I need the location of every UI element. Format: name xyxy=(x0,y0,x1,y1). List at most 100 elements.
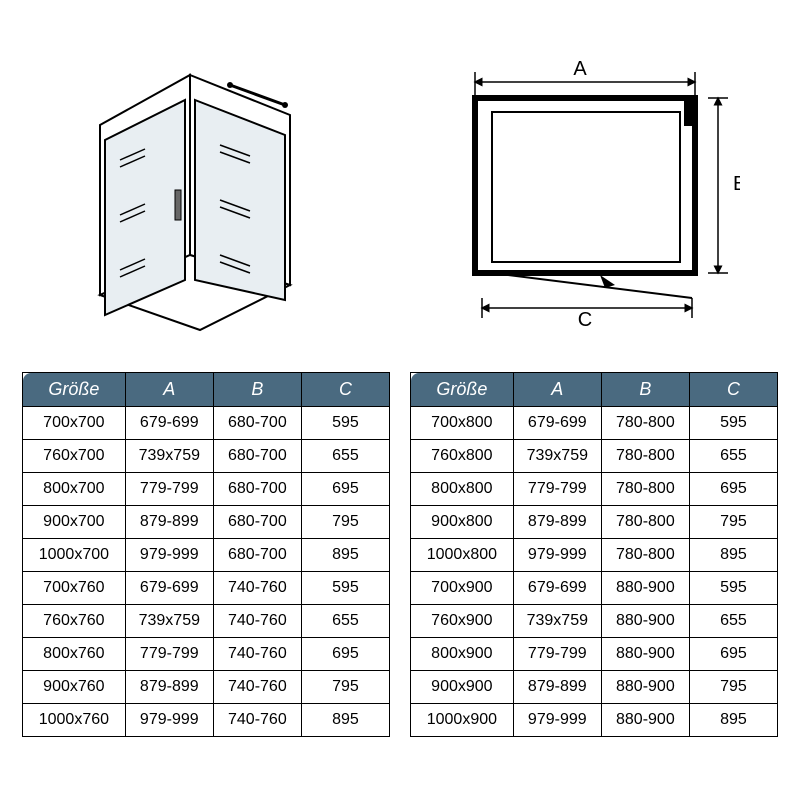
table-cell: 739x759 xyxy=(513,605,601,638)
table-cell: 740-760 xyxy=(213,605,301,638)
table-cell: 680-700 xyxy=(213,506,301,539)
table-cell: 900x800 xyxy=(411,506,514,539)
table-row: 700x700679-699680-700595 xyxy=(23,407,390,440)
table-cell: 779-799 xyxy=(513,638,601,671)
shower-plan-diagram: A B C xyxy=(440,50,740,330)
table-cell: 1000x760 xyxy=(23,704,126,737)
table-cell: 655 xyxy=(301,440,389,473)
table-cell: 595 xyxy=(301,407,389,440)
table-header: Größe A B C xyxy=(23,373,390,407)
table-cell: 880-900 xyxy=(601,671,689,704)
table-cell: 1000x700 xyxy=(23,539,126,572)
table-cell: 779-799 xyxy=(125,473,213,506)
table-cell: 700x800 xyxy=(411,407,514,440)
table-cell: 679-699 xyxy=(513,407,601,440)
table-row: 1000x760979-999740-760895 xyxy=(23,704,390,737)
tables-container: Größe A B C 700x700679-699680-700595760x… xyxy=(22,372,778,737)
table-header: Größe A B C xyxy=(411,373,778,407)
shower-plan-svg: A B C xyxy=(440,50,740,330)
table-row: 700x800679-699780-800595 xyxy=(411,407,778,440)
table-cell: 1000x800 xyxy=(411,539,514,572)
table-cell: 680-700 xyxy=(213,473,301,506)
table-cell: 780-800 xyxy=(601,440,689,473)
table-cell: 800x800 xyxy=(411,473,514,506)
table-cell: 700x760 xyxy=(23,572,126,605)
table-cell: 979-999 xyxy=(125,704,213,737)
table-row: 800x700779-799680-700695 xyxy=(23,473,390,506)
table-cell: 979-999 xyxy=(125,539,213,572)
label-c: C xyxy=(578,309,592,330)
label-b: B xyxy=(733,173,740,195)
table-cell: 700x900 xyxy=(411,572,514,605)
diagram-area: A B C xyxy=(0,30,800,350)
table-cell: 795 xyxy=(301,671,389,704)
table-row: 900x900879-899880-900795 xyxy=(411,671,778,704)
col-header-b: B xyxy=(601,373,689,407)
page: A B C xyxy=(0,0,800,800)
table-cell: 700x700 xyxy=(23,407,126,440)
table-cell: 739x759 xyxy=(125,605,213,638)
table-row: 700x900679-699880-900595 xyxy=(411,572,778,605)
table-cell: 879-899 xyxy=(513,506,601,539)
table-row: 800x900779-799880-900695 xyxy=(411,638,778,671)
table-cell: 740-760 xyxy=(213,638,301,671)
table-cell: 760x700 xyxy=(23,440,126,473)
table-cell: 979-999 xyxy=(513,704,601,737)
table-row: 800x800779-799780-800695 xyxy=(411,473,778,506)
table-cell: 1000x900 xyxy=(411,704,514,737)
table-cell: 780-800 xyxy=(601,506,689,539)
table-row: 900x800879-899780-800795 xyxy=(411,506,778,539)
col-header-a: A xyxy=(513,373,601,407)
table-cell: 880-900 xyxy=(601,638,689,671)
table-cell: 680-700 xyxy=(213,407,301,440)
table-cell: 779-799 xyxy=(513,473,601,506)
table-cell: 760x900 xyxy=(411,605,514,638)
table-cell: 595 xyxy=(301,572,389,605)
label-a: A xyxy=(573,58,587,80)
table-cell: 800x760 xyxy=(23,638,126,671)
table-cell: 879-899 xyxy=(513,671,601,704)
table-cell: 900x900 xyxy=(411,671,514,704)
table-cell: 695 xyxy=(689,638,777,671)
table-cell: 979-999 xyxy=(513,539,601,572)
table-cell: 760x800 xyxy=(411,440,514,473)
table-cell: 880-900 xyxy=(601,704,689,737)
table-cell: 879-899 xyxy=(125,506,213,539)
table-cell: 740-760 xyxy=(213,572,301,605)
shower-3d-diagram xyxy=(60,45,320,335)
table-cell: 680-700 xyxy=(213,440,301,473)
table-cell: 655 xyxy=(689,605,777,638)
table-row: 1000x800979-999780-800895 xyxy=(411,539,778,572)
table-cell: 695 xyxy=(301,638,389,671)
col-header-size: Größe xyxy=(411,373,514,407)
table-cell: 880-900 xyxy=(601,572,689,605)
table-cell: 895 xyxy=(689,704,777,737)
table-cell: 780-800 xyxy=(601,539,689,572)
table-cell: 595 xyxy=(689,572,777,605)
col-header-size: Größe xyxy=(23,373,126,407)
table-row: 760x800739x759780-800655 xyxy=(411,440,778,473)
table-cell: 800x700 xyxy=(23,473,126,506)
table-cell: 680-700 xyxy=(213,539,301,572)
table-cell: 739x759 xyxy=(125,440,213,473)
table-cell: 895 xyxy=(689,539,777,572)
col-header-a: A xyxy=(125,373,213,407)
table-cell: 895 xyxy=(301,539,389,572)
table-cell: 780-800 xyxy=(601,473,689,506)
table-row: 900x760879-899740-760795 xyxy=(23,671,390,704)
size-table-left: Größe A B C 700x700679-699680-700595760x… xyxy=(22,372,390,737)
size-table-right: Größe A B C 700x800679-699780-800595760x… xyxy=(410,372,778,737)
table-cell: 780-800 xyxy=(601,407,689,440)
table-cell: 779-799 xyxy=(125,638,213,671)
shower-3d-svg xyxy=(60,45,320,335)
table-cell: 880-900 xyxy=(601,605,689,638)
col-header-c: C xyxy=(689,373,777,407)
table-cell: 695 xyxy=(301,473,389,506)
table-cell: 679-699 xyxy=(125,572,213,605)
col-header-c: C xyxy=(301,373,389,407)
table-row: 1000x700979-999680-700895 xyxy=(23,539,390,572)
table-cell: 655 xyxy=(689,440,777,473)
table-row: 700x760679-699740-760595 xyxy=(23,572,390,605)
table-cell: 895 xyxy=(301,704,389,737)
table-cell: 679-699 xyxy=(513,572,601,605)
